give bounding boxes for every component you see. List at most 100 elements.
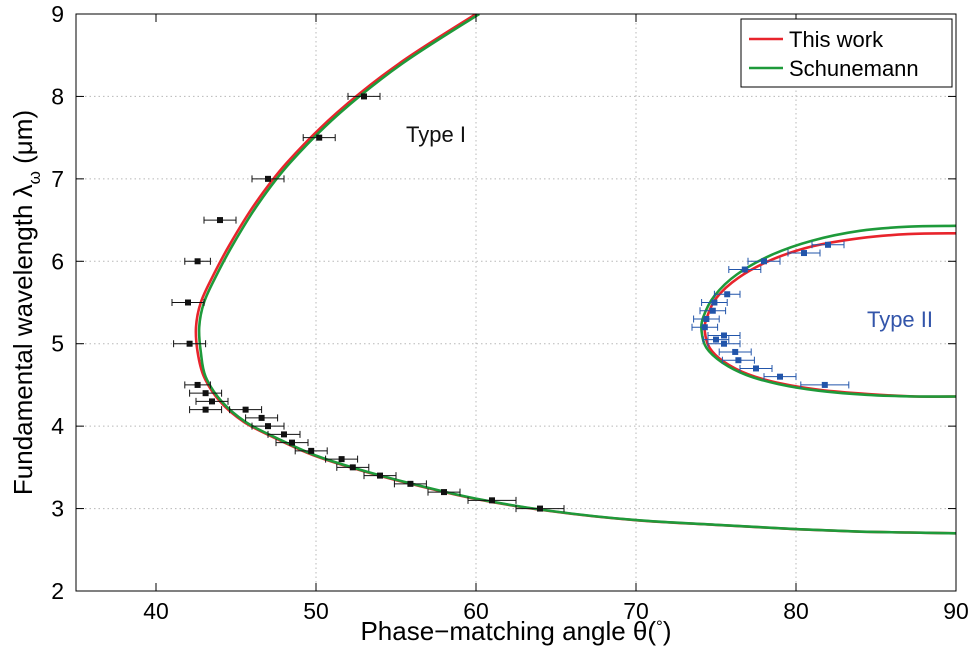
data-point xyxy=(728,266,762,274)
marker xyxy=(349,464,356,471)
marker xyxy=(709,307,716,314)
data-point xyxy=(189,389,223,397)
data-point xyxy=(693,315,720,323)
data-point xyxy=(427,488,461,496)
marker xyxy=(316,134,323,141)
legend-box xyxy=(740,18,953,88)
marker xyxy=(753,365,759,372)
ticks: 40 50 60 70 80 90 2 3 4 5 6 7 8 9 xyxy=(51,1,969,624)
marker xyxy=(361,93,367,100)
marker xyxy=(825,241,831,248)
data-point xyxy=(347,92,381,100)
marker xyxy=(724,291,731,298)
x-tick-label: 90 xyxy=(943,598,969,624)
data-point xyxy=(739,364,773,372)
marker xyxy=(202,406,209,413)
data-point xyxy=(245,414,279,422)
data-point xyxy=(336,463,370,471)
data-point xyxy=(195,397,229,405)
y-tick-label: 6 xyxy=(51,248,64,274)
marker xyxy=(308,447,315,454)
marker xyxy=(711,299,718,306)
marker xyxy=(186,340,193,347)
annotations: Type I Type II xyxy=(406,122,933,332)
marker xyxy=(338,456,345,463)
marker xyxy=(194,258,201,265)
marker xyxy=(537,505,543,512)
data-point xyxy=(701,299,728,306)
x-tick-label: 60 xyxy=(463,598,489,624)
marker xyxy=(735,357,742,364)
y-axis-label: Fundamental wavelength λω (μm) xyxy=(8,110,44,495)
data-point xyxy=(515,505,565,513)
data-point xyxy=(251,422,285,430)
y-tick-label: 7 xyxy=(51,166,64,192)
x-tick-label: 70 xyxy=(623,598,649,624)
data-point xyxy=(811,241,845,249)
data-point xyxy=(707,340,741,348)
marker xyxy=(777,373,783,380)
data-point xyxy=(203,216,237,224)
data-point xyxy=(184,257,211,265)
grid xyxy=(76,14,956,591)
data-point xyxy=(251,175,285,183)
data-point xyxy=(467,496,517,504)
marker xyxy=(202,390,209,397)
marker xyxy=(441,489,447,496)
data-point xyxy=(747,257,781,265)
data-point xyxy=(800,381,850,389)
marker xyxy=(741,266,748,273)
y-tick-label: 2 xyxy=(51,578,64,604)
data-point xyxy=(184,381,211,389)
x-tick-label: 50 xyxy=(303,598,329,624)
marker xyxy=(721,332,727,339)
marker xyxy=(377,472,383,479)
marker xyxy=(281,431,287,438)
data-point xyxy=(229,406,263,414)
data-point xyxy=(325,455,359,463)
marker xyxy=(713,336,719,343)
marker xyxy=(732,348,739,355)
marker xyxy=(701,324,708,331)
data-point xyxy=(363,472,397,480)
data-point xyxy=(707,331,741,339)
data-point xyxy=(699,307,727,315)
data-point xyxy=(173,340,207,348)
marker xyxy=(258,414,265,421)
marker xyxy=(242,406,249,413)
data-point xyxy=(787,249,821,257)
x-tick-label: 80 xyxy=(783,598,809,624)
marker xyxy=(265,175,271,182)
data-point xyxy=(294,447,328,455)
y-tick-label: 9 xyxy=(51,1,64,27)
marker xyxy=(489,497,495,504)
axes-box xyxy=(75,13,957,592)
data-point xyxy=(171,299,205,306)
marker xyxy=(209,398,215,405)
annotation-label: Type I xyxy=(406,122,466,147)
series-line-schunemann xyxy=(197,14,956,535)
y-tick-label: 8 xyxy=(51,83,64,109)
marker xyxy=(801,250,807,257)
data-point xyxy=(275,439,309,447)
data-point xyxy=(393,480,427,488)
marker xyxy=(217,217,223,224)
marker xyxy=(185,299,191,306)
legend: This work Schunemann xyxy=(740,18,953,88)
x-axis-label: Phase−matching angle θ(°) xyxy=(360,616,671,646)
series-layer xyxy=(171,14,956,535)
y-tick-label: 4 xyxy=(51,413,64,439)
data-point xyxy=(302,134,336,142)
legend-label-this-work: This work xyxy=(789,27,884,52)
data-point xyxy=(713,290,741,298)
marker xyxy=(703,315,710,322)
x-tick-label: 40 xyxy=(143,598,169,624)
data-point xyxy=(267,430,301,438)
data-point xyxy=(721,356,755,364)
data-point xyxy=(718,348,752,356)
legend-label-schunemann: Schunemann xyxy=(789,56,919,81)
y-tick-label: 5 xyxy=(51,331,64,357)
data-point xyxy=(189,406,223,414)
